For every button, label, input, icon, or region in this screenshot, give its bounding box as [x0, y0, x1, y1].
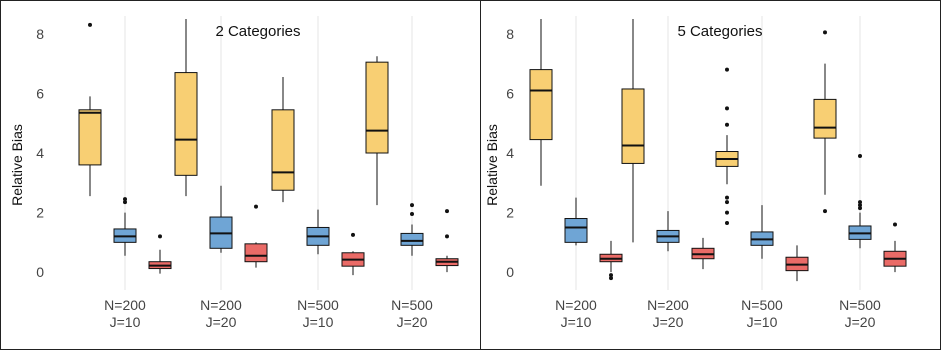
- x-tick-label: J=10: [303, 314, 334, 330]
- outlier-point: [88, 22, 92, 27]
- y-axis-label: Relative Bias: [484, 124, 500, 206]
- outlier-point: [858, 153, 862, 158]
- outlier-point: [410, 203, 414, 208]
- box-plot-yellow: [365, 56, 389, 206]
- box: [271, 109, 295, 191]
- y-tick-label: 6: [36, 85, 44, 101]
- x-tick-label: N=200: [555, 297, 597, 313]
- y-tick-label: 2: [506, 205, 514, 221]
- box-plot-yellow: [529, 18, 553, 186]
- box-plot-blue: [400, 203, 424, 256]
- chart-panel-2-categories: 02468N=200J=10N=200J=20N=500J=10N=500J=2…: [0, 0, 481, 350]
- outlier-point: [445, 209, 449, 214]
- box-plot-yellow: [174, 18, 198, 197]
- box-plot-red: [883, 222, 907, 273]
- outlier-point: [893, 222, 897, 227]
- outlier-point: [123, 197, 127, 202]
- box: [564, 218, 588, 243]
- outlier-point: [445, 234, 449, 239]
- outlier-point: [725, 195, 729, 200]
- box: [365, 61, 389, 154]
- x-tick-label: N=200: [104, 297, 146, 313]
- outlier-point: [351, 232, 355, 237]
- outlier-point: [725, 220, 729, 225]
- x-tick-label: J=20: [397, 314, 428, 330]
- box: [174, 72, 198, 176]
- x-tick-label: J=10: [561, 314, 592, 330]
- box: [400, 232, 424, 246]
- box-plot-yellow: [271, 77, 295, 203]
- x-tick-label: N=500: [297, 297, 339, 313]
- outlier-point: [858, 200, 862, 205]
- x-tick-label: N=500: [839, 297, 881, 313]
- y-tick-label: 2: [36, 205, 44, 221]
- box: [78, 109, 102, 166]
- box-plot-red: [244, 204, 268, 268]
- box-plot-yellow: [78, 22, 102, 197]
- chart-panel-5-categories: 02468N=200J=10N=200J=20N=500J=10N=500J=2…: [480, 0, 941, 350]
- outlier-point: [858, 203, 862, 208]
- box-plot-blue: [750, 205, 774, 259]
- x-tick-label: J=10: [747, 314, 778, 330]
- plot-area: 02468N=200J=10N=200J=20N=500J=10N=500J=2…: [36, 16, 459, 330]
- y-tick-label: 8: [506, 26, 514, 42]
- outlier-point: [725, 106, 729, 111]
- box-plot-blue: [306, 209, 330, 255]
- box-plot-blue: [564, 197, 588, 246]
- plot-area: 02468N=200J=10N=200J=20N=500J=10N=500J=2…: [506, 16, 907, 330]
- box-plot-yellow: [715, 67, 739, 225]
- y-axis-label: Relative Bias: [9, 124, 25, 206]
- box: [813, 98, 837, 139]
- box-plot-blue: [656, 211, 680, 252]
- y-tick-label: 4: [506, 145, 514, 161]
- y-tick-label: 0: [506, 264, 514, 280]
- x-tick-label: J=20: [653, 314, 684, 330]
- box-plot-red: [341, 232, 365, 276]
- box-plot-red: [691, 237, 715, 270]
- panel-title: 2 Categories: [215, 23, 300, 40]
- box-plot-red: [435, 209, 459, 273]
- outlier-point: [609, 273, 613, 278]
- outlier-point: [609, 276, 613, 281]
- x-tick-label: N=200: [647, 297, 689, 313]
- x-tick-label: N=500: [391, 297, 433, 313]
- outlier-point: [823, 209, 827, 214]
- outlier-point: [858, 206, 862, 211]
- box-plot-blue: [113, 197, 137, 256]
- outlier-point: [823, 30, 827, 35]
- box-plot-blue: [209, 185, 233, 253]
- outlier-point: [725, 200, 729, 205]
- box-plot-red: [148, 234, 172, 274]
- outlier-point: [725, 122, 729, 127]
- box-plot-blue: [848, 153, 872, 249]
- outlier-point: [158, 234, 162, 239]
- outlier-point: [725, 67, 729, 72]
- box: [621, 88, 645, 164]
- outlier-point: [410, 212, 414, 217]
- x-tick-label: J=20: [845, 314, 876, 330]
- outlier-point: [123, 200, 127, 205]
- x-tick-label: N=200: [200, 297, 242, 313]
- y-tick-label: 6: [506, 85, 514, 101]
- y-tick-label: 8: [36, 26, 44, 42]
- outlier-point: [725, 210, 729, 215]
- box-plot-red: [599, 240, 623, 281]
- box: [244, 243, 268, 263]
- outlier-point: [254, 204, 258, 209]
- x-tick-label: N=500: [741, 297, 783, 313]
- y-tick-label: 4: [36, 145, 44, 161]
- box-plot-red: [785, 245, 809, 282]
- x-tick-label: J=10: [110, 314, 141, 330]
- box: [529, 69, 553, 141]
- panel-title: 5 Categories: [677, 23, 762, 40]
- x-tick-label: J=20: [206, 314, 237, 330]
- y-tick-label: 0: [36, 264, 44, 280]
- box-plot-yellow: [621, 18, 645, 243]
- box-plot-yellow: [813, 30, 837, 214]
